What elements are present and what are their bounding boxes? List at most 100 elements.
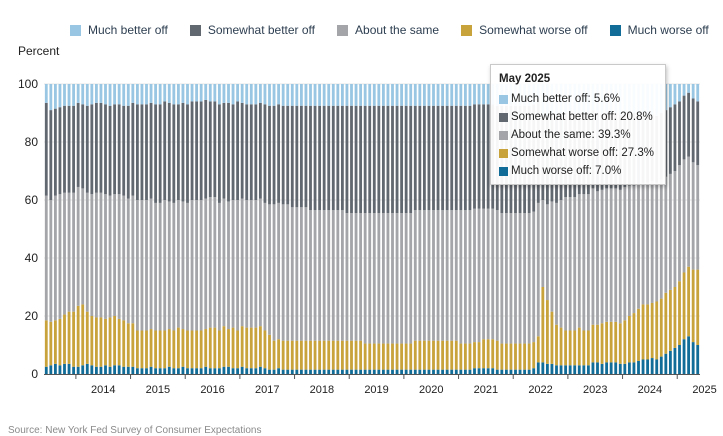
bar-month[interactable] — [104, 84, 107, 374]
bar-month[interactable] — [673, 84, 677, 374]
bar-month[interactable] — [149, 84, 153, 374]
bar-month[interactable] — [81, 84, 85, 374]
bar-month[interactable] — [245, 84, 249, 374]
bar-month[interactable] — [263, 84, 267, 374]
bar-month[interactable] — [299, 84, 303, 374]
bar-month[interactable] — [135, 84, 139, 374]
bar-month[interactable] — [254, 84, 258, 374]
bar-month[interactable] — [477, 84, 481, 374]
bar-month[interactable] — [400, 84, 404, 374]
bar-month[interactable] — [281, 84, 285, 374]
bar-month[interactable] — [117, 84, 121, 374]
bar-month[interactable] — [204, 84, 208, 374]
bar-month[interactable] — [391, 84, 394, 374]
bar-month[interactable] — [696, 84, 700, 374]
bar-month[interactable] — [44, 84, 48, 374]
bar-month[interactable] — [272, 84, 276, 374]
bar-month[interactable] — [363, 84, 367, 374]
bar-month[interactable] — [126, 84, 130, 374]
bar-month[interactable] — [217, 84, 221, 374]
bar-month[interactable] — [90, 84, 94, 374]
legend-item-somewhat-better-off[interactable]: Somewhat better off — [189, 23, 315, 37]
bar-month[interactable] — [268, 84, 271, 374]
bar-month[interactable] — [172, 84, 176, 374]
bar-month[interactable] — [340, 84, 344, 374]
bar-month[interactable] — [318, 84, 322, 374]
bar-month[interactable] — [113, 84, 117, 374]
bar-month[interactable] — [163, 84, 167, 374]
bar-month[interactable] — [418, 84, 422, 374]
bar-month[interactable] — [67, 84, 71, 374]
bar-month[interactable] — [473, 84, 476, 374]
bar-month[interactable] — [463, 84, 467, 374]
bar-month[interactable] — [186, 84, 189, 374]
bar-month[interactable] — [304, 84, 308, 374]
bar-month[interactable] — [441, 84, 445, 374]
bar-month[interactable] — [76, 84, 80, 374]
bar-month[interactable] — [190, 84, 194, 374]
bar-month[interactable] — [687, 84, 691, 374]
bar-month[interactable] — [445, 84, 449, 374]
bar-month[interactable] — [85, 84, 89, 374]
bar-month[interactable] — [450, 84, 454, 374]
bar-month[interactable] — [691, 84, 695, 374]
bar-month[interactable] — [377, 84, 381, 374]
bar-month[interactable] — [236, 84, 240, 374]
bar-month[interactable] — [359, 84, 363, 374]
bar-month[interactable] — [368, 84, 372, 374]
legend-item-much-better-off[interactable]: Much better off — [70, 23, 168, 37]
bar-month[interactable] — [99, 84, 103, 374]
bar-month[interactable] — [53, 84, 57, 374]
bar-month[interactable] — [381, 84, 385, 374]
legend-item-somewhat-worse-off[interactable]: Somewhat worse off — [461, 23, 588, 37]
bar-month[interactable] — [395, 84, 399, 374]
bar-month[interactable] — [482, 84, 486, 374]
bar-month[interactable] — [158, 84, 162, 374]
bar-month[interactable] — [350, 84, 353, 374]
bar-month[interactable] — [413, 84, 417, 374]
bar-month[interactable] — [668, 84, 672, 374]
bar-month[interactable] — [322, 84, 326, 374]
bar-month[interactable] — [154, 84, 158, 374]
bar-month[interactable] — [427, 84, 431, 374]
bar-month[interactable] — [286, 84, 290, 374]
bar-month[interactable] — [58, 84, 62, 374]
bar-month[interactable] — [432, 84, 435, 374]
bar-month[interactable] — [258, 84, 262, 374]
bar-month[interactable] — [331, 84, 335, 374]
bar-month[interactable] — [167, 84, 171, 374]
bar-month[interactable] — [409, 84, 413, 374]
bar-month[interactable] — [227, 84, 230, 374]
bar-month[interactable] — [240, 84, 244, 374]
bar-month[interactable] — [72, 84, 76, 374]
bar-month[interactable] — [199, 84, 203, 374]
bar-month[interactable] — [354, 84, 358, 374]
bar-month[interactable] — [454, 84, 458, 374]
bar-month[interactable] — [140, 84, 144, 374]
legend-item-much-worse-off[interactable]: Much worse off — [609, 23, 709, 37]
bar-month[interactable] — [94, 84, 98, 374]
bar-month[interactable] — [682, 84, 686, 374]
bar-month[interactable] — [122, 84, 126, 374]
bar-month[interactable] — [422, 84, 426, 374]
bar-month[interactable] — [678, 84, 681, 374]
bar-month[interactable] — [336, 84, 340, 374]
bar-month[interactable] — [213, 84, 217, 374]
bar-month[interactable] — [459, 84, 463, 374]
bar-month[interactable] — [309, 84, 312, 374]
bar-month[interactable] — [295, 84, 299, 374]
bar-month[interactable] — [49, 84, 53, 374]
bar-month[interactable] — [313, 84, 317, 374]
bar-month[interactable] — [372, 84, 376, 374]
bar-month[interactable] — [231, 84, 235, 374]
bar-month[interactable] — [468, 84, 472, 374]
bar-month[interactable] — [208, 84, 212, 374]
bar-month[interactable] — [176, 84, 180, 374]
bar-month[interactable] — [145, 84, 148, 374]
bar-month[interactable] — [327, 84, 331, 374]
bar-month[interactable] — [195, 84, 199, 374]
bar-month[interactable] — [277, 84, 281, 374]
bar-month[interactable] — [108, 84, 112, 374]
bar-month[interactable] — [386, 84, 390, 374]
bar-month[interactable] — [63, 84, 66, 374]
